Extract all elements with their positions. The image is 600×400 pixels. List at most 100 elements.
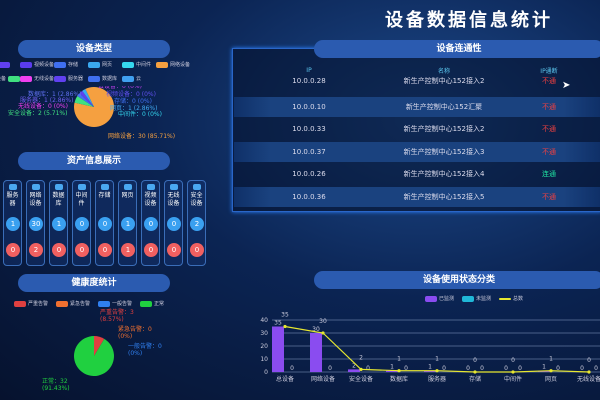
legend-item[interactable]: 正常 xyxy=(140,300,164,307)
pie-slice[interactable] xyxy=(74,96,94,107)
table-row[interactable]: 10.0.0.33 新生产控制中心152接入2 不通 xyxy=(234,119,600,139)
pie-slice[interactable] xyxy=(74,336,115,376)
bar-value-label: 0 xyxy=(404,365,408,372)
legend-swatch xyxy=(0,61,11,68)
legend-item[interactable]: 已监测 xyxy=(425,295,454,302)
line-value-label: 0 xyxy=(473,357,477,364)
legend-text: 服务器 xyxy=(68,76,84,82)
table-row[interactable]: 10.0.0.36 新生产控制中心152接入5 不通 xyxy=(234,187,600,207)
legend-item[interactable]: 中间件 xyxy=(122,61,151,68)
line-value-label: 1 xyxy=(435,356,439,363)
legend-item[interactable]: 无线设备 xyxy=(20,75,54,82)
bar-value-label: 0 xyxy=(504,365,508,372)
bar[interactable] xyxy=(424,370,436,372)
pie-slice[interactable] xyxy=(79,90,94,107)
asset-card[interactable]: 网络设备 30 2 xyxy=(26,180,45,266)
bar-value-label: 0 xyxy=(594,365,598,372)
cell-status: 不通 xyxy=(542,77,556,85)
legend-item[interactable]: 严重告警 xyxy=(14,300,48,307)
bar[interactable] xyxy=(310,333,322,372)
legend-item[interactable]: 服务器 xyxy=(54,75,83,82)
label-general: 一般告警：0 (0%) xyxy=(128,343,162,357)
asset-alert-badge: 0 xyxy=(75,243,89,257)
legend-item[interactable]: 存储 xyxy=(54,61,78,68)
legend-text: 存储 xyxy=(68,62,79,68)
asset-count-badge: 0 xyxy=(144,217,158,231)
x-tick-label: 服务器 xyxy=(428,375,446,383)
line-point[interactable] xyxy=(549,369,553,373)
table-row[interactable]: 10.0.0.37 新生产控制中心152接入3 不通 xyxy=(234,141,600,162)
label-normal: 正常：32 (91.43%) xyxy=(42,378,70,392)
legend-item[interactable]: 一般告警 xyxy=(98,300,132,307)
legend-swatch xyxy=(8,75,21,82)
bar-value-label: 30 xyxy=(312,326,320,333)
legend-item[interactable]: 云 xyxy=(122,75,141,82)
x-tick-label: 数据库 xyxy=(390,375,408,383)
label-pct: (8.57%) xyxy=(100,316,124,323)
label-pct: (91.43%) xyxy=(42,385,70,392)
asset-card[interactable]: 网页 1 1 xyxy=(118,180,137,266)
asset-card[interactable]: 数据库 1 0 xyxy=(49,180,68,266)
label-text: 一般告警：0 xyxy=(128,343,162,350)
asset-icon xyxy=(100,184,109,190)
asset-name: 数据库 xyxy=(52,192,65,207)
legend-item[interactable]: 设备 xyxy=(0,61,11,68)
legend-swatch xyxy=(20,61,32,68)
bar-value-label: 0 xyxy=(328,365,332,372)
bar[interactable] xyxy=(386,370,398,372)
legend-item[interactable]: 网页 xyxy=(88,61,112,68)
legend-item[interactable]: 未监测 xyxy=(462,295,491,302)
pie-slice[interactable] xyxy=(94,336,105,356)
bar[interactable] xyxy=(348,369,360,372)
legend-text: 网页 xyxy=(102,62,113,68)
cell-status: 不通 xyxy=(542,102,556,111)
asset-card[interactable]: 无线设备 0 0 xyxy=(164,180,183,266)
legend-item[interactable]: 网络设备 xyxy=(156,61,190,68)
asset-card[interactable]: 服务器 1 0 xyxy=(3,180,22,266)
line-point[interactable] xyxy=(359,367,363,371)
asset-icon xyxy=(54,184,63,190)
legend-item[interactable]: 数据库 xyxy=(88,75,117,82)
x-tick-label: 网络设备 xyxy=(311,375,335,383)
asset-card[interactable]: 中间件 0 0 xyxy=(72,180,91,266)
pie-label: 无线设备：0 (0%) xyxy=(18,102,68,110)
pie-label: 中间件：0 (0%) xyxy=(118,110,162,118)
bar[interactable] xyxy=(272,326,284,373)
asset-alert-badge: 0 xyxy=(144,243,158,257)
legend-item[interactable]: 总数 xyxy=(499,295,523,302)
asset-alert-badge: 2 xyxy=(29,243,43,257)
bar-value-label: 0 xyxy=(366,365,370,372)
bar-value-label: 1 xyxy=(542,364,546,371)
asset-name: 网页 xyxy=(121,192,134,199)
line-point[interactable] xyxy=(321,331,325,335)
legend-item[interactable]: 紧急告警 xyxy=(56,300,90,307)
mouse-cursor-icon: ➤ xyxy=(562,80,571,91)
asset-count-badge: 30 xyxy=(29,217,43,231)
line-point[interactable] xyxy=(283,324,287,329)
legend-item[interactable]: 安全设备 xyxy=(0,75,21,82)
legend-swatch xyxy=(54,61,66,68)
asset-card[interactable]: 存储 0 0 xyxy=(95,180,114,266)
legend-text: 安全设备 xyxy=(0,76,7,82)
line-value-label: 35 xyxy=(281,312,289,319)
table-row[interactable]: 10.0.0.28 新生产控制中心152接入2 不通 xyxy=(234,74,600,88)
pie-slice[interactable] xyxy=(82,88,94,107)
cell-name: 新生产控制中心152汇聚 xyxy=(405,102,483,111)
line-point[interactable] xyxy=(587,370,591,374)
line-point[interactable] xyxy=(473,370,477,374)
health-pie xyxy=(74,336,115,376)
legend-item[interactable]: 视频设备 xyxy=(20,61,54,68)
device-type-pie: 云设备：0 (0%) 数据库：1 (2.86%)服务器：1 (2.86%)无线设备… xyxy=(8,86,175,140)
pie-slice[interactable] xyxy=(77,93,94,107)
line-point[interactable] xyxy=(511,370,515,374)
asset-card[interactable]: 视频设备 0 0 xyxy=(141,180,160,266)
col-name: 名称 xyxy=(437,67,450,75)
line-point[interactable] xyxy=(435,369,439,373)
table-row[interactable]: 10.0.0.10 新生产控制中心152汇聚 不通 xyxy=(234,96,600,117)
legend-swatch xyxy=(140,300,153,307)
table-row[interactable]: 10.0.0.26 新生产控制中心152接入4 连通 xyxy=(234,164,600,184)
line-point[interactable] xyxy=(397,369,401,373)
asset-name: 安全设备 xyxy=(190,192,203,207)
asset-card[interactable]: 安全设备 2 0 xyxy=(187,180,206,266)
legend-text: 已监测 xyxy=(439,296,455,302)
